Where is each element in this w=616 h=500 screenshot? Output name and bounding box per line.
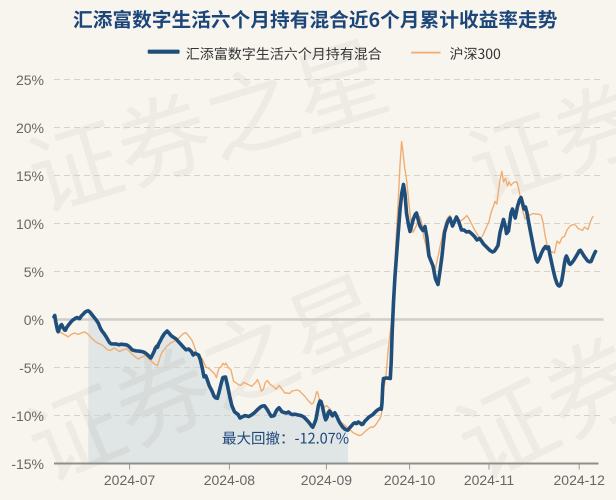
svg-text:2024-11: 2024-11: [464, 472, 515, 488]
svg-text:10%: 10%: [16, 216, 44, 232]
svg-text:-10%: -10%: [11, 408, 44, 424]
svg-text:20%: 20%: [16, 120, 44, 136]
svg-text:2024-12: 2024-12: [554, 472, 606, 488]
svg-text:5%: 5%: [24, 264, 44, 280]
svg-text:-5%: -5%: [19, 360, 44, 376]
svg-text:2024-10: 2024-10: [384, 472, 436, 488]
svg-text:15%: 15%: [16, 168, 44, 184]
svg-text:0%: 0%: [24, 312, 44, 328]
svg-text:-15%: -15%: [11, 456, 44, 472]
svg-text:2024-07: 2024-07: [104, 472, 156, 488]
svg-text:2024-08: 2024-08: [204, 472, 256, 488]
svg-text:25%: 25%: [16, 72, 44, 88]
svg-text:2024-09: 2024-09: [301, 472, 353, 488]
